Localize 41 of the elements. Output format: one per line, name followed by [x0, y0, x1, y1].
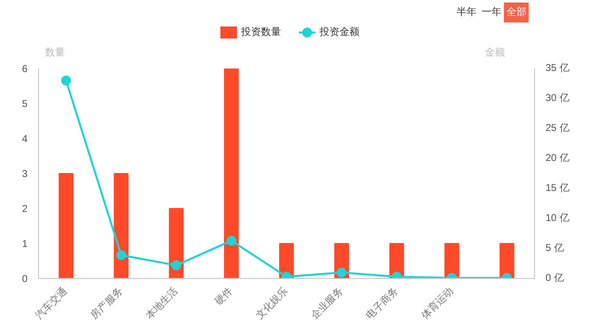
point: [226, 236, 236, 246]
x-tick-label: 硬件: [213, 286, 236, 308]
y-tick-label: 2: [22, 204, 28, 215]
point: [61, 76, 72, 86]
bar: [224, 68, 239, 278]
y-tick-label: 6: [22, 64, 28, 75]
x-tick-label: 房产服务: [88, 284, 126, 322]
text: 全部: [506, 6, 526, 18]
y2-tick-label: 5 亿: [546, 243, 564, 254]
y2-tick-label: 0 亿: [546, 273, 564, 284]
y-tick-label: 0: [22, 274, 28, 285]
x-tick-label: 汽车交通: [33, 284, 70, 322]
y2-tick-label: 20 亿: [546, 153, 570, 164]
text: 半年: [456, 6, 477, 18]
y-axis-title: 数量: [45, 48, 66, 58]
point: [336, 268, 347, 278]
y2-tick-label: 25 亿: [546, 123, 570, 134]
y2-tick-label: 30 亿: [546, 93, 570, 104]
y-tick-label: 5: [22, 99, 28, 110]
x-tick-label: 体育运动: [418, 284, 456, 322]
y-tick-label: 3: [22, 169, 28, 180]
x-tick-label: 文化娱乐: [254, 284, 290, 322]
bar: [444, 243, 460, 278]
y2-tick-label: 15 亿: [546, 183, 570, 194]
legend-label: 投资数量: [240, 26, 282, 38]
point: [171, 260, 182, 270]
y-tick-label: 1: [22, 239, 28, 250]
y2-axis-title: 金额: [484, 46, 505, 58]
bar: [114, 173, 129, 278]
x-tick-label: 企业服务: [308, 284, 346, 322]
y-tick-label: 4: [22, 134, 28, 145]
bar: [500, 243, 514, 278]
x-tick-label: 电子商务: [364, 284, 401, 322]
legend-label: 投资金额: [318, 26, 360, 38]
point: [116, 250, 126, 260]
bar: [168, 208, 184, 278]
bar: [58, 173, 74, 278]
x-tick-label: 本地生活: [143, 284, 180, 322]
text: 一年: [482, 6, 502, 18]
y2-tick-label: 35 亿: [546, 63, 570, 74]
y2-tick-label: 10 亿: [546, 213, 570, 224]
